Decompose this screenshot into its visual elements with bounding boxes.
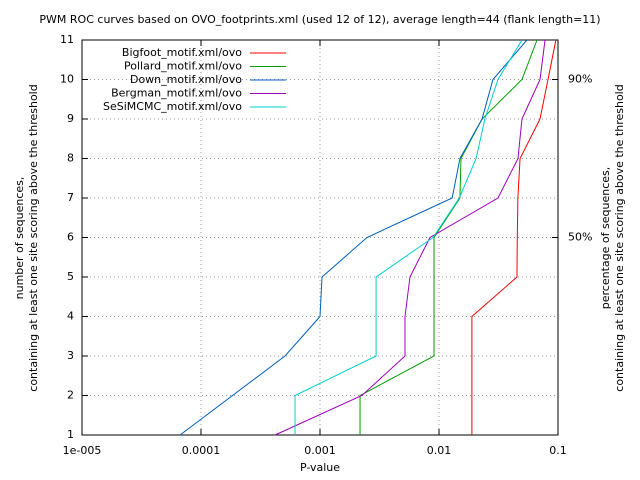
x-axis-label: P-value [300, 461, 340, 474]
y-tick-label: 1 [67, 428, 74, 441]
plot-frame [81, 39, 559, 436]
legend-label: Bergman_motif.xml/ovo [111, 87, 242, 100]
y-tick-label: 8 [67, 152, 74, 165]
y-tick-label: 2 [67, 389, 74, 402]
y-axis-label: number of sequences, [13, 177, 26, 300]
x-tick-label: 0.01 [427, 444, 452, 457]
series-line [294, 39, 523, 435]
y-tick-label: 3 [67, 349, 74, 362]
y2-axis-label: percentage of sequences, [599, 167, 612, 309]
chart-title: PWM ROC curves based on OVO_footprints.x… [39, 13, 600, 26]
x-tick-label: 0.1 [549, 444, 567, 457]
legend-label: Pollard_motif.xml/ovo [124, 60, 242, 73]
y-tick-label: 11 [60, 33, 74, 46]
series-line [274, 39, 546, 436]
legend-label: SeSiMCMC_motif.xml/ovo [103, 100, 242, 113]
legend-label: Down_motif.xml/ovo [130, 73, 242, 86]
y2-axis-label: containing at least one site scoring abo… [613, 84, 626, 391]
y-tick-label: 6 [67, 231, 74, 244]
y2-tick-label: 90% [568, 73, 592, 86]
x-tick-label: 1e-005 [63, 444, 102, 457]
legend-label: Bigfoot_motif.xml/ovo [122, 46, 242, 59]
y-tick-label: 7 [67, 191, 74, 204]
series-line [179, 39, 528, 436]
y-tick-label: 10 [60, 73, 74, 86]
y-tick-label: 9 [67, 112, 74, 125]
series-line [471, 39, 557, 435]
y-axis-label: containing at least one site scoring abo… [27, 84, 40, 391]
series-line [359, 39, 538, 435]
y2-tick-label: 50% [568, 231, 592, 244]
y-tick-label: 5 [67, 270, 74, 283]
x-tick-label: 0.0001 [182, 444, 221, 457]
x-tick-label: 0.001 [304, 444, 336, 457]
y-tick-label: 4 [67, 310, 74, 323]
